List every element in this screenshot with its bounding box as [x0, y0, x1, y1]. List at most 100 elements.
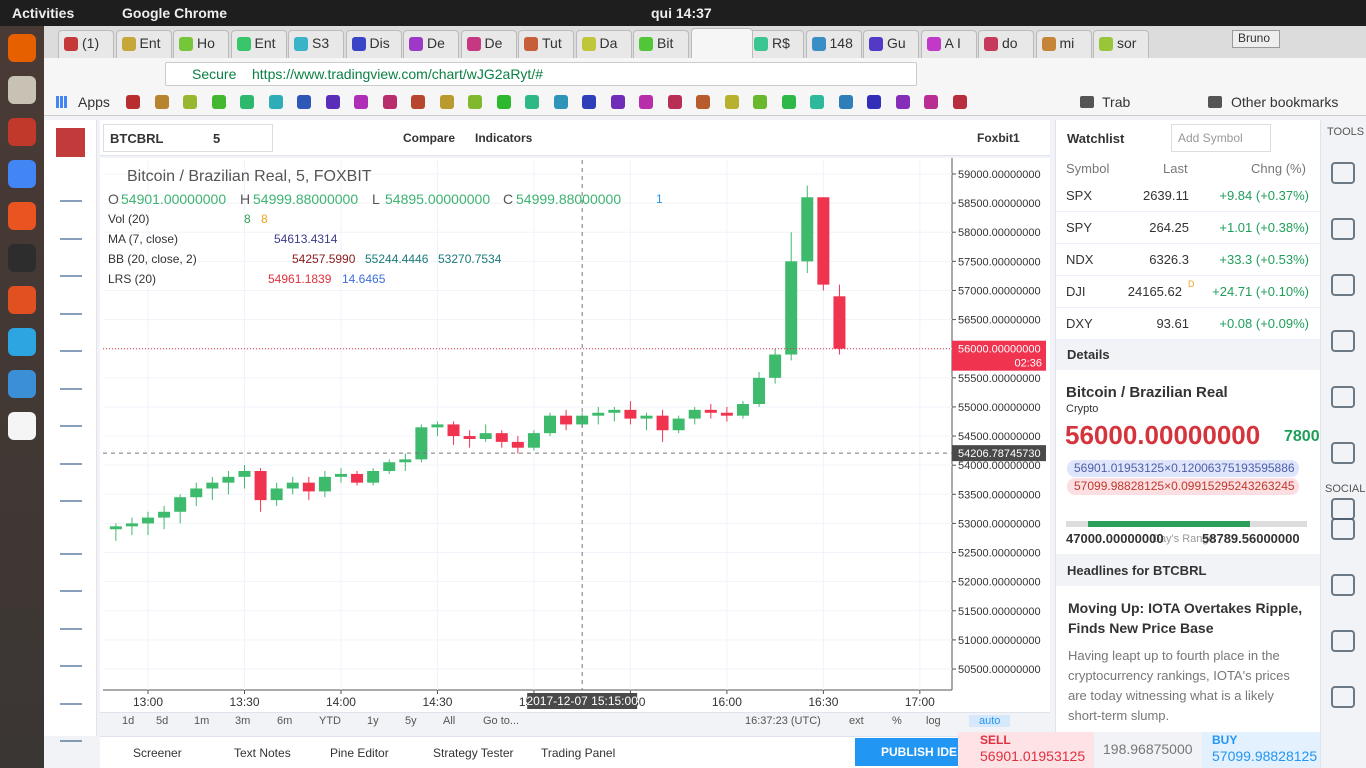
url[interactable]: https://www.tradingview.com/chart/wJG2aR… — [252, 66, 543, 82]
bookmark-icon[interactable] — [325, 95, 340, 109]
draw-tool[interactable] — [60, 724, 82, 742]
draw-tool[interactable] — [60, 259, 82, 277]
launcher-icon[interactable] — [8, 370, 36, 398]
draw-tool[interactable] — [60, 372, 82, 390]
watch-symbol[interactable]: DXY — [1066, 316, 1093, 331]
tab-title[interactable]: Bit — [657, 35, 674, 51]
sidebar-icon[interactable] — [1331, 442, 1355, 464]
draw-tool[interactable] — [60, 537, 82, 555]
bookmark-icon[interactable] — [439, 95, 454, 109]
range-button[interactable]: 6m — [277, 715, 293, 727]
profile-box[interactable] — [1232, 30, 1280, 48]
bookmark-icon[interactable] — [867, 95, 881, 109]
tab-title[interactable]: Dis — [369, 35, 390, 51]
tab-title[interactable]: Ho — [197, 35, 215, 51]
sell-panel[interactable] — [958, 732, 1094, 768]
watch-row[interactable] — [1056, 212, 1320, 244]
active-tab[interactable] — [690, 28, 753, 58]
bookmark-folder[interactable]: Trab — [1102, 94, 1131, 110]
launcher-icon[interactable] — [8, 202, 36, 230]
watch-symbol[interactable]: SPX — [1066, 188, 1093, 203]
bookmark-icon[interactable] — [582, 95, 596, 109]
study-name[interactable]: LRS (20) — [108, 272, 157, 286]
draw-tool[interactable] — [60, 334, 82, 352]
bookmark-icon[interactable] — [297, 95, 311, 109]
launcher-icon[interactable] — [8, 118, 36, 146]
tab[interactable] — [460, 30, 517, 58]
range-button[interactable]: 3m — [235, 715, 251, 727]
draw-tool[interactable] — [60, 297, 82, 315]
publish-button[interactable] — [855, 738, 958, 766]
apps-icon[interactable] — [56, 96, 68, 108]
bookmark-icon[interactable] — [639, 95, 653, 109]
bookmark-icon[interactable] — [667, 95, 682, 109]
watch-symbol[interactable]: NDX — [1066, 252, 1094, 267]
scale-option[interactable]: % — [892, 715, 902, 727]
bookmark-icon[interactable] — [126, 95, 140, 109]
bookmark-icon[interactable] — [525, 95, 539, 109]
sidebar-icon[interactable] — [1331, 330, 1355, 352]
tab-title[interactable]: 148 — [829, 35, 853, 51]
range-button[interactable]: Go to... — [483, 715, 520, 727]
add-symbol-box[interactable] — [1171, 124, 1271, 152]
scale-option[interactable]: log — [926, 715, 941, 727]
sidebar-icon[interactable] — [1331, 162, 1355, 184]
symbol-box[interactable] — [103, 124, 273, 152]
bookmark-icon[interactable] — [724, 95, 739, 109]
draw-tool[interactable] — [60, 409, 82, 427]
bookmark-icon[interactable] — [895, 95, 910, 109]
scale-option[interactable]: ext — [849, 715, 864, 727]
tab-title[interactable]: Gu — [887, 35, 906, 51]
bookmark-icon[interactable] — [354, 95, 368, 109]
launcher-icon[interactable] — [8, 412, 36, 440]
bookmark-icon[interactable] — [781, 95, 796, 109]
bookmark-icon[interactable] — [810, 95, 824, 109]
sidebar-icon[interactable] — [1331, 686, 1355, 708]
tab-title[interactable]: Da — [599, 35, 618, 51]
launcher-icon[interactable] — [8, 76, 36, 104]
watch-row[interactable] — [1056, 308, 1320, 340]
tab-title[interactable]: De — [427, 35, 445, 51]
layout-name[interactable]: Foxbit1 — [977, 131, 1020, 145]
sidebar-icon[interactable] — [1331, 574, 1355, 596]
watch-symbol[interactable]: SPY — [1066, 220, 1093, 235]
draw-tool[interactable] — [60, 649, 82, 667]
tab-title[interactable]: mi — [1059, 35, 1075, 51]
draw-tool[interactable] — [60, 612, 82, 630]
bookmark-apps[interactable]: Apps — [78, 94, 110, 110]
study-name[interactable]: MA (7, close) — [108, 232, 179, 246]
watch-row[interactable] — [1056, 244, 1320, 276]
bookmark-icon[interactable] — [183, 95, 197, 109]
bookmark-icon[interactable] — [924, 95, 938, 109]
sidebar-icon[interactable] — [1331, 518, 1355, 540]
draw-tool[interactable] — [60, 574, 82, 592]
panel-tab[interactable]: Screener — [133, 746, 182, 760]
tab-title[interactable]: sor — [1117, 35, 1137, 51]
sidebar-icon[interactable] — [1331, 498, 1355, 520]
scale-option[interactable]: auto — [969, 715, 1011, 727]
range-button[interactable]: 1m — [194, 715, 210, 727]
panel-tab[interactable]: Pine Editor — [330, 746, 389, 760]
launcher-icon[interactable] — [8, 160, 36, 188]
app-menu[interactable]: Google Chrome — [122, 5, 228, 21]
tab-title[interactable]: R$ — [772, 35, 790, 51]
sidebar-icon[interactable] — [1331, 218, 1355, 240]
activities[interactable]: Activities — [12, 5, 75, 21]
range-button[interactable]: All — [443, 715, 456, 727]
bookmark-icon[interactable] — [154, 95, 169, 109]
bookmark-other[interactable]: Other bookmarks — [1231, 94, 1339, 110]
range-button[interactable]: YTD — [319, 715, 341, 727]
add-symbol[interactable]: Add Symbol — [1178, 131, 1243, 145]
watch-row[interactable] — [1056, 180, 1320, 212]
tab-title[interactable]: S3 — [312, 35, 330, 51]
compare-button[interactable]: Compare — [403, 131, 456, 145]
tab-title[interactable]: Ent — [254, 35, 276, 51]
bookmark-icon[interactable] — [696, 95, 710, 109]
watch-symbol[interactable]: DJI — [1066, 284, 1086, 299]
bookmark-icon[interactable] — [211, 95, 226, 109]
sidebar-icon[interactable] — [1331, 630, 1355, 652]
bookmark-icon[interactable] — [753, 95, 767, 109]
tab-title[interactable]: De — [484, 35, 503, 51]
launcher-icon[interactable] — [8, 286, 36, 314]
headline[interactable]: Moving Up: IOTA Overtakes Ripple, Finds … — [1068, 600, 1303, 636]
